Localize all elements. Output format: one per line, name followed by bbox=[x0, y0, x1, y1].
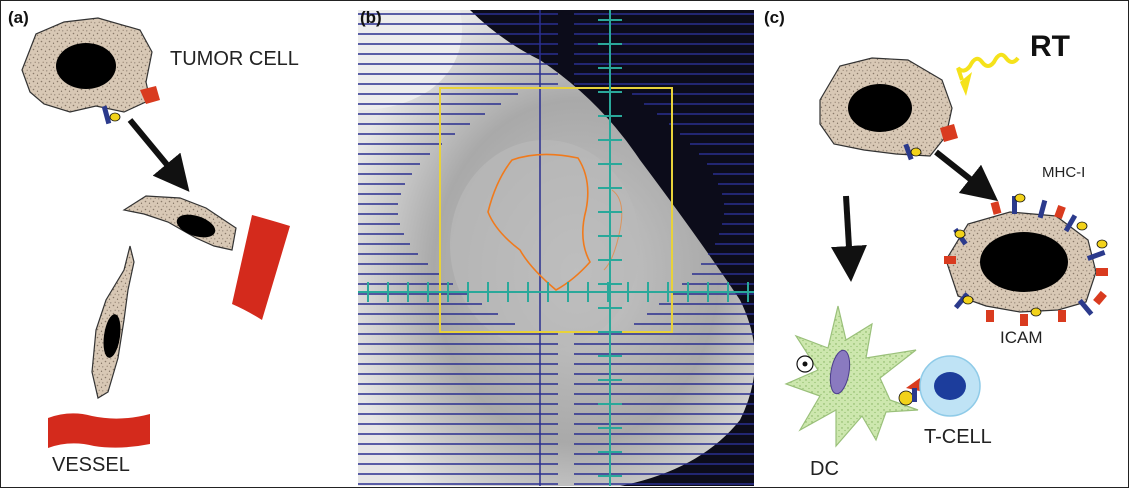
panel-c bbox=[784, 52, 1108, 448]
panel-label-a: (a) bbox=[8, 8, 29, 27]
rt-label: RT bbox=[1030, 30, 1070, 63]
icam-receptors bbox=[944, 201, 1108, 326]
panel-label-c: (c) bbox=[764, 8, 785, 27]
vessel-lower bbox=[48, 413, 150, 448]
tcell-label: T-CELL bbox=[924, 426, 992, 448]
vessel-upper bbox=[232, 215, 290, 320]
panel-b bbox=[358, 10, 754, 486]
ct-grid-lines bbox=[358, 13, 754, 485]
mhc-label: MHC-I bbox=[1042, 164, 1086, 181]
roi-box bbox=[439, 87, 673, 333]
tumor-contour bbox=[487, 153, 591, 291]
panel-a bbox=[21, 17, 290, 448]
tumor-cell-label: TUMOR CELL bbox=[170, 48, 299, 70]
vessel-label: VESSEL bbox=[52, 454, 130, 476]
nucleus-a bbox=[56, 43, 116, 89]
dendritic-cell bbox=[784, 305, 919, 448]
icam-label: ICAM bbox=[1000, 328, 1043, 347]
rt-wave-icon bbox=[956, 52, 1020, 81]
panel-label-b: (b) bbox=[360, 8, 382, 27]
arrow-a bbox=[127, 118, 190, 192]
arrow-c-down bbox=[830, 195, 867, 282]
dc-label: DC bbox=[810, 458, 839, 480]
arrow-c-right bbox=[934, 149, 999, 202]
